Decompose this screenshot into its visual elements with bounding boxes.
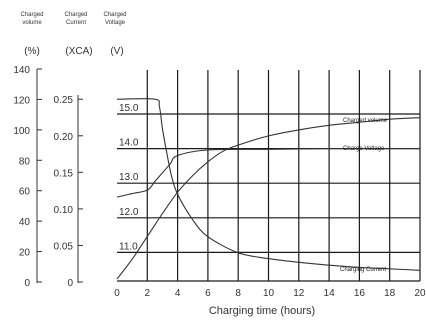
x-tick-label: 8 [235,288,241,299]
current-tick-label: 0.10 [54,205,74,216]
volume-tick-label: 80 [19,156,31,167]
current-tick-label: 0.15 [54,168,74,179]
unit-current: (XCA) [65,46,92,57]
charging-current-curve [116,98,421,271]
x-axis-label: Charging time (hours) [209,305,315,317]
x-tick-label: 14 [324,288,336,299]
header-volume-line2: volume [22,20,42,26]
header-voltage-line1: Charged [103,12,126,18]
header-current-line1: Charged [64,12,87,18]
x-tick-label: 2 [145,288,151,299]
current-tick-label: 0 [67,278,73,289]
label-charging-current: Charging Current [340,267,386,273]
current-tick-label: 0.05 [54,241,74,252]
x-tick-label: 12 [293,288,305,299]
voltage-tick-labels: 15.0 14.0 13.0 12.0 11.0 [119,103,139,252]
unit-volume: (%) [24,46,40,57]
volume-axis: 140 120 100 80 60 40 20 0 [13,65,42,289]
curves [116,98,421,280]
axis-headers: Charged volume Charged Current Charged V… [20,12,126,26]
header-volume-line1: Charged [20,12,43,18]
x-tick-label: 10 [263,288,275,299]
curve-labels: Charged volume Charge Voltage Charging Cur… [340,118,388,273]
x-tick-label: 4 [175,288,181,299]
voltage-tick-label: 12.0 [119,207,139,218]
x-tick-labels: 0 2 4 6 8 10 12 14 16 18 20 [114,288,426,299]
current-tick-label: 0.25 [54,95,74,106]
header-current-line2: Current [66,20,86,26]
label-charged-volume: Charged volume [343,118,388,124]
axis-units: (%) (XCA) (V) [24,46,123,57]
current-axis: 0.25 0.20 0.15 0.10 0.05 0 [54,95,83,289]
grid-lines [117,70,421,282]
charged-volume-curve [116,117,421,280]
charge-voltage-curve [116,148,420,198]
x-tick-label: 6 [205,288,211,299]
x-tick-label: 20 [414,288,426,299]
voltage-tick-label: 13.0 [119,172,139,183]
current-tick-label: 0.20 [54,132,74,143]
label-charge-voltage: Charge Voltage [343,146,385,152]
volume-tick-label: 100 [13,126,30,137]
x-tick-label: 16 [354,288,366,299]
volume-tick-label: 120 [13,95,30,106]
voltage-tick-label: 11.0 [119,241,138,252]
voltage-tick-label: 14.0 [119,138,139,149]
unit-voltage: (V) [110,46,123,57]
volume-tick-label: 60 [19,187,31,198]
volume-tick-label: 140 [13,65,30,76]
volume-tick-label: 40 [19,217,31,228]
x-tick-label: 0 [114,288,120,299]
volume-tick-label: 0 [24,278,30,289]
volume-tick-label: 20 [19,248,31,259]
x-tick-label: 18 [384,288,396,299]
header-voltage-line2: Voltage [105,20,126,26]
voltage-tick-label: 15.0 [119,103,139,114]
